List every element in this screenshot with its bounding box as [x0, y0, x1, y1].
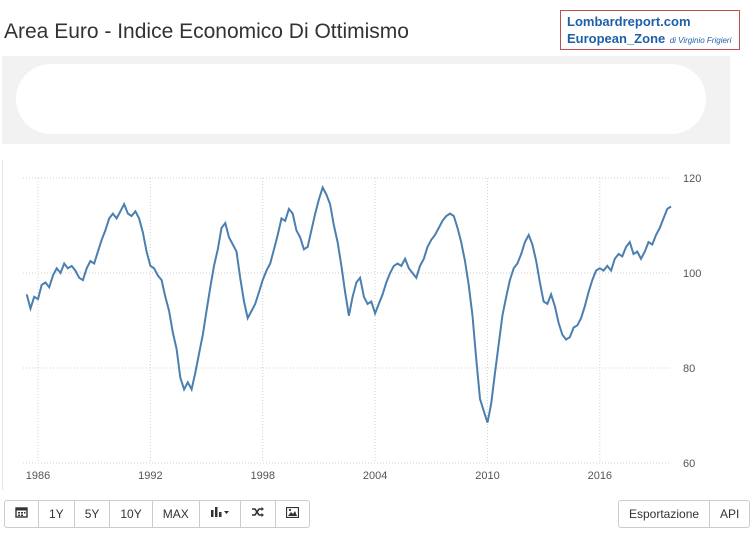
x-tick-label: 1992 [138, 470, 162, 482]
x-tick-label: 2004 [363, 470, 387, 482]
chart-area: 60 80 100 120 1986 1992 1998 2004 2010 2016 [2, 160, 753, 490]
calendar-icon [15, 501, 28, 527]
x-tick-label: 2010 [475, 470, 499, 482]
shuffle-button[interactable] [239, 500, 276, 528]
calendar-button[interactable] [4, 500, 39, 528]
chart-type-button[interactable] [198, 500, 241, 528]
y-tick-labels: 60 80 100 120 [683, 173, 701, 470]
watermark-site: Lombardreport.com [567, 14, 691, 29]
x-tick-label: 1986 [26, 470, 50, 482]
shuffle-icon [251, 501, 265, 527]
y-tick-label: 60 [683, 458, 695, 470]
range-1y-button[interactable]: 1Y [38, 500, 75, 528]
range-10y-button[interactable]: 10Y [109, 500, 153, 528]
grid-lines [23, 177, 671, 464]
y-tick-label: 120 [683, 173, 701, 185]
bar-chart-icon [210, 501, 230, 527]
image-button[interactable] [274, 500, 310, 528]
export-button[interactable]: Esportazione [618, 500, 711, 528]
image-icon [285, 501, 299, 527]
watermark-author: di Virginio Frigieri [669, 36, 732, 45]
series-line [25, 184, 672, 423]
y-tick-label: 80 [683, 363, 695, 375]
api-button[interactable]: API [709, 500, 751, 528]
watermark-zone: European_Zone [567, 31, 666, 46]
line-chart: 60 80 100 120 1986 1992 1998 2004 2010 2016 [23, 173, 701, 482]
range-max-button[interactable]: MAX [151, 500, 200, 528]
x-tick-label: 1998 [250, 470, 274, 482]
page-title: Area Euro - Indice Economico Di Ottimism… [4, 20, 409, 43]
watermark-box: Lombardreport.com European_Zone di Virgi… [560, 10, 740, 50]
range-5y-button[interactable]: 5Y [73, 500, 111, 528]
y-tick-label: 100 [683, 268, 701, 280]
chart-toolbar: 1Y 5Y 10Y MAX [4, 500, 310, 530]
export-toolbar: Esportazione API [618, 500, 751, 528]
ad-placeholder [2, 56, 730, 144]
x-tick-label: 2016 [588, 470, 612, 482]
x-tick-labels: 1986 1992 1998 2004 2010 2016 [26, 470, 612, 482]
